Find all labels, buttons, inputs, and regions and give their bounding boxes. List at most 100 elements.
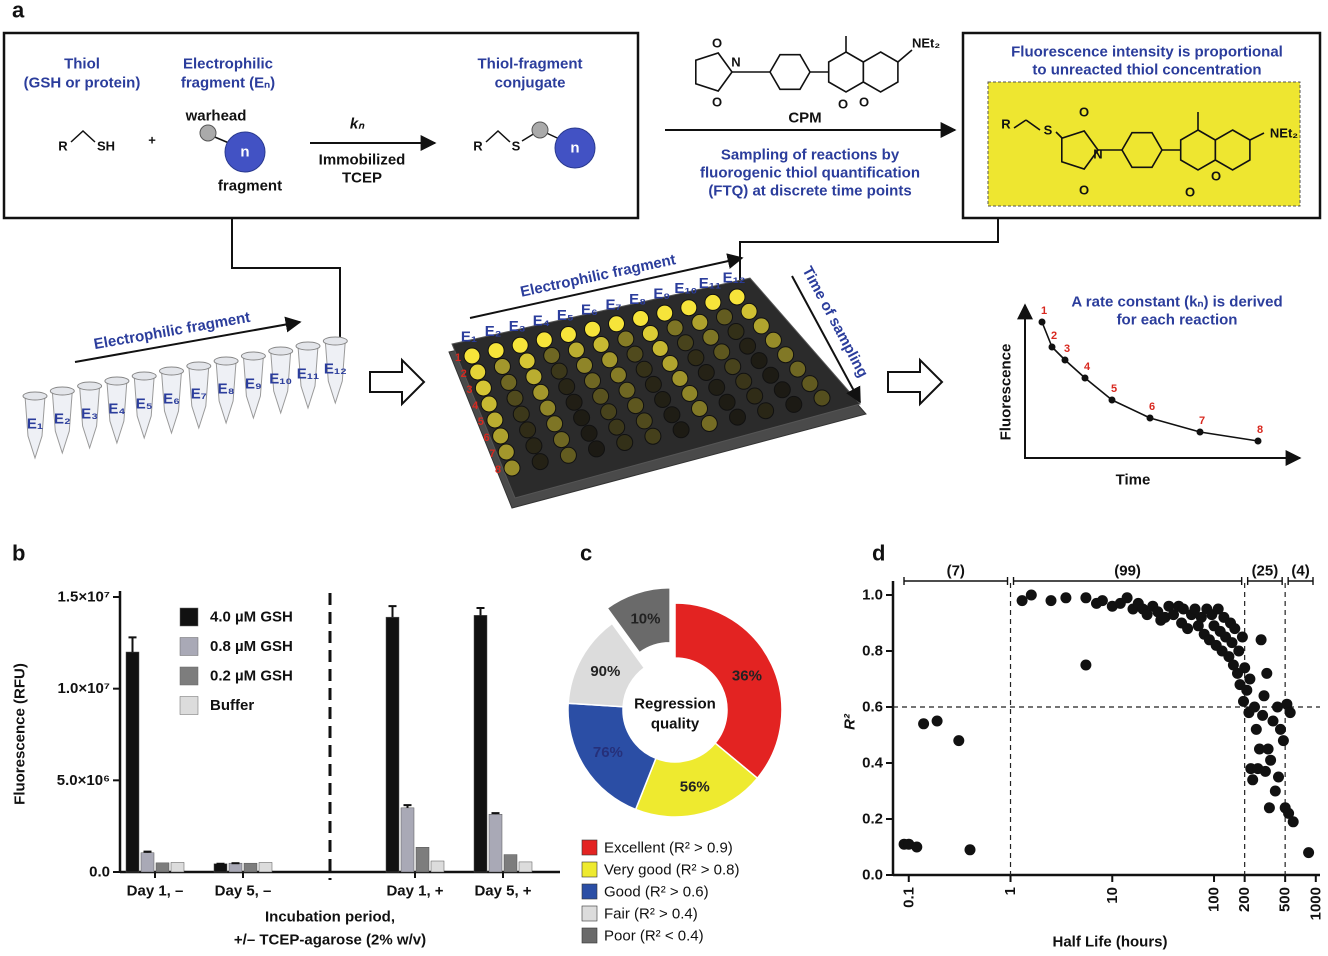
donut-slice (606, 587, 671, 654)
curve-point-label: 7 (1199, 415, 1205, 427)
conjugate-title: Thiol-fragment (478, 56, 583, 73)
atom-label: O (712, 95, 722, 110)
well (651, 340, 669, 357)
scatter-point (1168, 609, 1179, 621)
well (656, 304, 674, 322)
well (728, 288, 746, 306)
atom-label: R (1001, 117, 1011, 132)
tube-rim (131, 371, 157, 381)
plate-row-label: 4 (472, 400, 479, 412)
well (644, 427, 662, 445)
bar (243, 862, 258, 873)
atom-label: O (1079, 183, 1089, 198)
y-tick-label: 0.8 (862, 643, 883, 660)
well (626, 345, 644, 363)
curve-point-label: 8 (1257, 424, 1263, 436)
tube-rim (49, 386, 75, 396)
bond (897, 49, 913, 63)
legend-label: Fair (R² > 0.4) (604, 906, 698, 923)
well (567, 341, 585, 359)
well (704, 293, 722, 311)
plate-column-label: E₈ (629, 291, 646, 308)
scatter-point (1272, 701, 1283, 713)
scatter-point (1233, 645, 1245, 657)
slice-label: 56% (680, 779, 710, 796)
fragment-title: Electrophilic (183, 56, 273, 73)
tube-label: E₂ (54, 411, 71, 428)
curve-axes (1017, 303, 1302, 466)
reagent-label: TCEP (342, 170, 382, 187)
x-tick-label: Day 5, – (215, 883, 272, 900)
tube-rim (159, 366, 184, 376)
tube-label: E₄ (108, 401, 125, 418)
donut-slice (674, 602, 783, 780)
atom-label: O (1079, 105, 1089, 120)
well (463, 347, 481, 365)
plate-row-label: 7 (489, 448, 495, 460)
well (535, 331, 553, 349)
fragment-n: n (570, 140, 579, 157)
scatter-point (1281, 698, 1293, 710)
range-label: (25) (1252, 563, 1279, 580)
bond (485, 129, 511, 143)
curve-point-label: 4 (1084, 361, 1091, 373)
scatter-point (1141, 609, 1153, 621)
legend-swatch (179, 637, 199, 656)
scatter-point (1283, 807, 1295, 819)
scatter-point (1303, 847, 1315, 859)
atom-label: O (712, 36, 722, 51)
ring (1214, 129, 1251, 171)
well (762, 366, 780, 384)
well (708, 378, 726, 396)
plate-row-label: 8 (495, 464, 501, 476)
well (735, 372, 753, 390)
scatter-point (964, 844, 976, 856)
well (559, 326, 577, 343)
scatter-point (1287, 816, 1299, 828)
bar (258, 862, 273, 873)
well (740, 302, 758, 320)
scatter-point (1244, 673, 1256, 685)
curve-point-label: 6 (1149, 401, 1155, 413)
scatter-point (1080, 659, 1092, 671)
tube-rim (240, 351, 266, 361)
bar (155, 862, 170, 873)
panel-label: b (12, 541, 25, 566)
scatter-point (1227, 659, 1239, 671)
fragment-ball (224, 131, 266, 173)
well (627, 397, 645, 415)
atom-label: SH (97, 139, 115, 154)
ring (769, 53, 811, 91)
scatter-point (1080, 592, 1092, 604)
tube-rim (104, 376, 130, 386)
tube-label: E₁₂ (324, 361, 347, 378)
well (713, 343, 731, 361)
plate-column-label: E₅ (557, 307, 574, 324)
readout-text: Fluorescence intensity is proportional (1011, 44, 1283, 61)
center-label: Regression (634, 696, 716, 713)
atom-label: S (512, 139, 521, 154)
range-bracket (903, 577, 1009, 585)
legend-label: Poor (R² < 0.4) (604, 928, 704, 945)
step-arrow (887, 357, 944, 407)
chart-c: c 36% Excellent (R² > 0.9) 56% Very good (R²… (567, 541, 783, 945)
plate-row-label: 2 (461, 368, 467, 380)
scatter-point (1163, 600, 1175, 612)
bar (213, 863, 228, 873)
curve-point-label: 1 (1041, 305, 1047, 317)
well (702, 328, 720, 346)
x-axis-label: +/– TCEP-agarose (2% w/v) (234, 932, 426, 949)
plate-column-label: E₁ (461, 329, 477, 346)
well (531, 453, 549, 471)
curve-y-label: Fluorescence (998, 344, 1015, 441)
rate-text: A rate constant (kₙ) is derived (1071, 294, 1282, 311)
legend-label: Excellent (R² > 0.9) (604, 840, 733, 857)
sampling-text: Sampling of reactions by (721, 147, 900, 164)
plate-column-label: E₃ (509, 318, 526, 335)
step-arrow (369, 357, 426, 407)
rate-label: kₙ (350, 116, 365, 133)
legend-swatch (179, 607, 199, 627)
tube-label: E₉ (245, 376, 262, 393)
scatter-point (1239, 662, 1251, 674)
well (480, 395, 498, 413)
